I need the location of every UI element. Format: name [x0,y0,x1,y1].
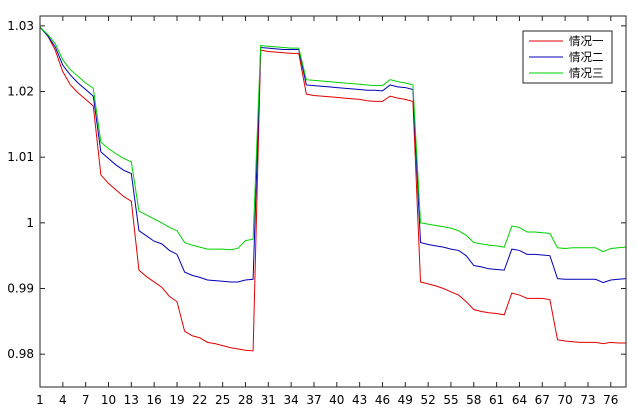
x-tick-label: 22 [192,393,207,407]
series-line-1 [39,26,626,352]
series-line-2 [39,26,627,284]
x-tick-label: 28 [238,393,253,407]
x-tick-label: 7 [82,393,90,407]
axis-layer: 1 4 7 10 13 16 19 22 25 28 31 34 37 40 43 46 49 52 55 58 61 6… [7,16,626,407]
x-tick-label: 76 [603,393,618,407]
x-tick-label: 43 [352,393,367,407]
x-tick-label: 64 [512,393,527,407]
plot-frame [39,15,627,388]
x-tick-label: 46 [375,393,390,407]
x-tick-label: 55 [443,393,458,407]
x-tick-label: 37 [306,393,321,407]
x-tick-label: 25 [215,393,230,407]
legend-label: 情况三 [569,66,604,80]
x-tick-label: 40 [329,393,344,407]
y-tick-label: 1.01 [7,150,34,164]
legend-label: 情况一 [569,34,604,48]
x-tick-label: 31 [261,393,276,407]
series-layer [39,26,627,352]
x-tick-label: 1 [36,393,44,407]
x-tick-label: 49 [398,393,413,407]
legend-label: 情况二 [569,50,604,64]
y-tick-label: 1.02 [7,85,34,99]
x-tick-label: 73 [580,393,595,407]
x-tick-label: 10 [101,393,116,407]
x-tick-label: 34 [284,393,299,407]
x-tick-label: 61 [489,393,504,407]
x-tick-label: 4 [59,393,67,407]
x-tick-label: 13 [124,393,139,407]
x-tick-label: 70 [557,393,572,407]
y-tick-label: 1.03 [7,19,34,33]
x-tick-label: 58 [466,393,481,407]
x-tick-label: 19 [169,393,184,407]
x-tick-label: 52 [420,393,435,407]
x-tick-label: 16 [147,393,162,407]
y-tick-label: 0.98 [7,347,34,361]
y-tick-label: 1 [26,216,34,230]
x-tick-label: 67 [535,393,550,407]
series-line-3 [39,26,627,253]
y-tick-label: 0.99 [7,282,34,296]
